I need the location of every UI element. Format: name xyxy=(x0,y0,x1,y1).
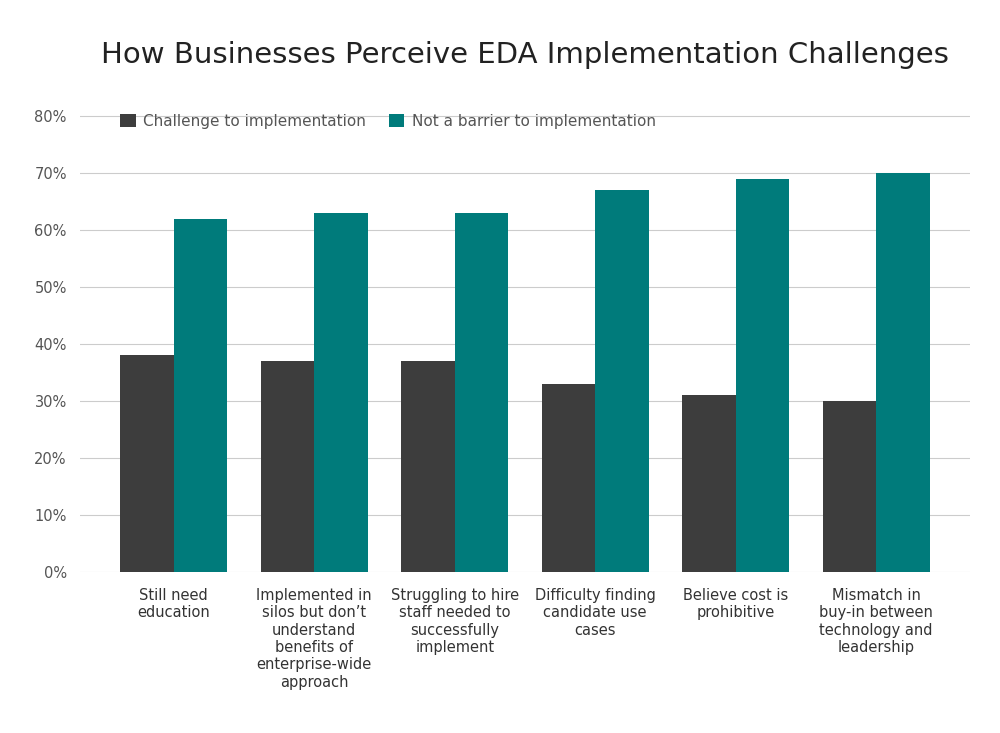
Bar xyxy=(120,356,174,572)
Bar xyxy=(401,361,455,572)
Bar xyxy=(455,213,508,572)
Bar xyxy=(314,213,368,572)
Bar xyxy=(876,173,930,572)
Bar xyxy=(823,401,876,572)
Legend: Challenge to implementation, Not a barrier to implementation: Challenge to implementation, Not a barri… xyxy=(114,108,662,135)
Bar xyxy=(542,384,595,572)
Bar xyxy=(682,395,736,572)
Bar xyxy=(174,219,227,572)
Title: How Businesses Perceive EDA Implementation Challenges: How Businesses Perceive EDA Implementati… xyxy=(101,41,949,69)
Bar xyxy=(595,191,649,572)
Bar xyxy=(736,179,789,572)
Bar xyxy=(261,361,314,572)
